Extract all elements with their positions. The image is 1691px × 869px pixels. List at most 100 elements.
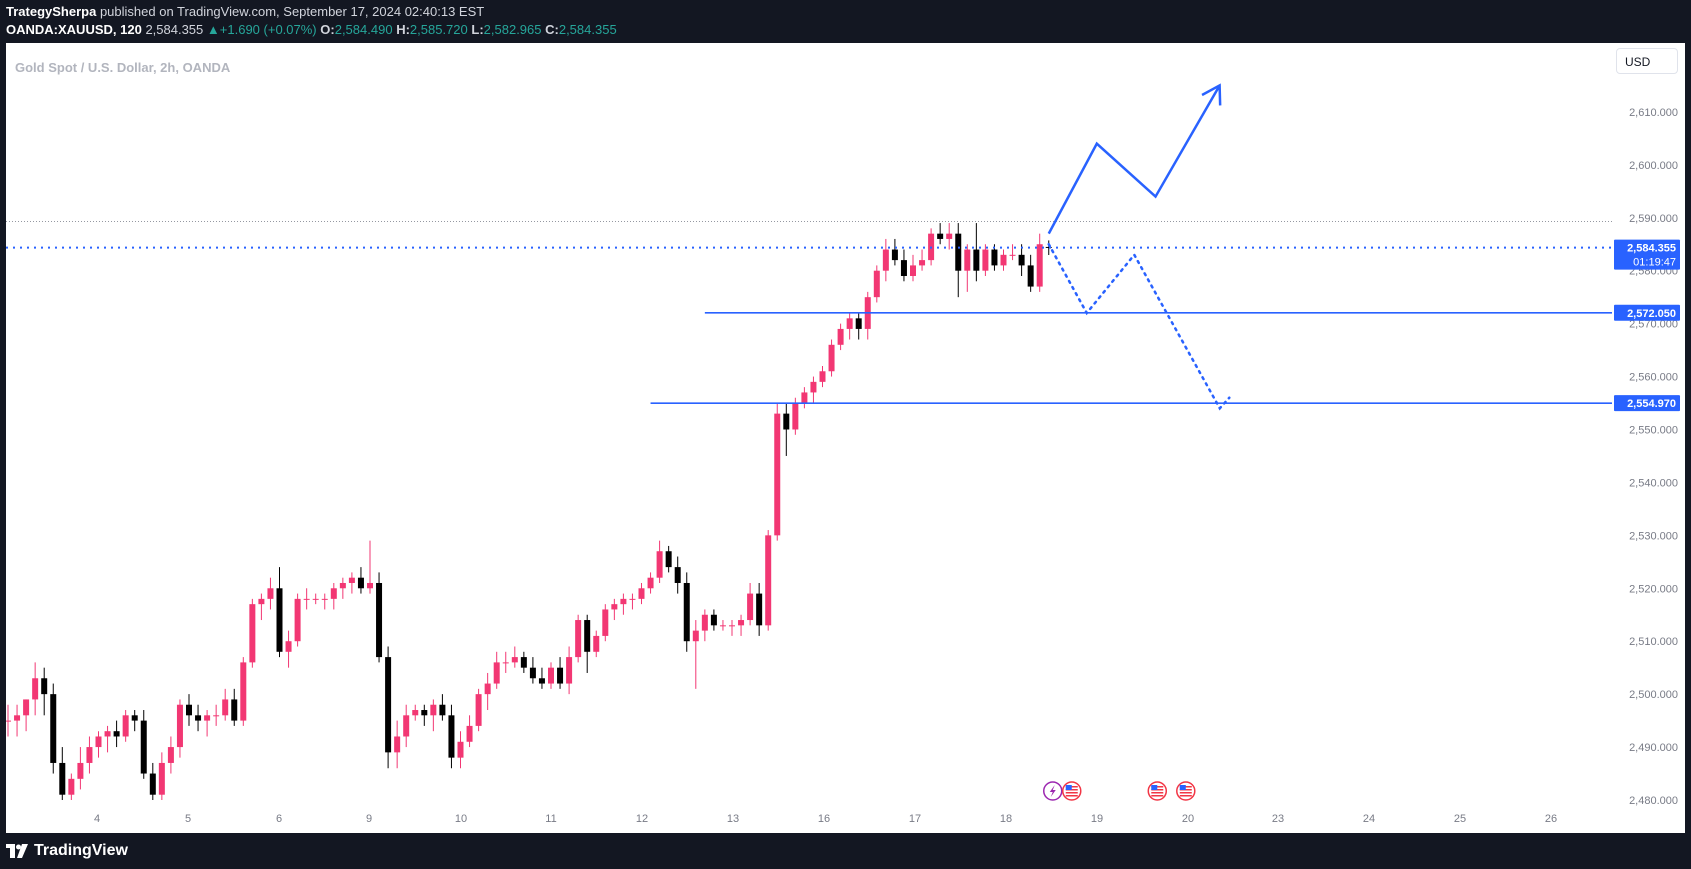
candle-body xyxy=(231,699,238,721)
close-value: 2,584.355 xyxy=(558,22,617,37)
high-label: H: xyxy=(396,22,410,37)
candle-body xyxy=(593,635,600,652)
y-tick-label: 2,480.000 xyxy=(1629,795,1678,807)
candle-body xyxy=(837,328,844,345)
x-tick-label: 25 xyxy=(1454,813,1466,825)
candle-body xyxy=(222,699,229,716)
tradingview-logo-icon xyxy=(6,844,28,858)
publish-header: TrategySherpa published on TradingView.c… xyxy=(0,0,1691,43)
candle-body xyxy=(104,731,111,737)
plot-area xyxy=(6,83,1612,800)
candle-body xyxy=(113,731,120,737)
candle-body xyxy=(50,694,57,763)
candle-body xyxy=(412,710,419,716)
candle-body xyxy=(729,625,735,627)
flag-canton xyxy=(1179,785,1186,790)
candle-body xyxy=(611,604,618,610)
brand[interactable]: TradingView xyxy=(6,842,128,860)
level-price-label-bg xyxy=(1614,304,1680,321)
candle-body xyxy=(584,620,591,652)
candle-body xyxy=(919,260,926,266)
candle-body xyxy=(946,233,953,239)
candle-body xyxy=(1045,246,1052,248)
bearish-projection-path xyxy=(1047,242,1231,411)
candle-body xyxy=(267,588,274,599)
currency-button[interactable]: USD xyxy=(1616,48,1678,74)
candle-body xyxy=(747,593,754,621)
candle-body xyxy=(59,762,66,795)
x-tick-label: 17 xyxy=(909,813,921,825)
flag-stripe xyxy=(1065,792,1078,794)
x-tick-label: 18 xyxy=(1000,813,1012,825)
candle-body xyxy=(937,233,944,239)
x-tick-label: 26 xyxy=(1545,813,1557,825)
candle-body xyxy=(158,762,165,795)
y-tick-label: 2,610.000 xyxy=(1629,107,1678,119)
candle-body xyxy=(529,667,536,679)
us-flag-event-icon xyxy=(1147,781,1168,801)
candle-body xyxy=(810,381,817,393)
brand-name: TradingView xyxy=(34,842,128,859)
x-tick-label: 9 xyxy=(366,813,372,825)
candle-body xyxy=(339,582,346,589)
flag-stripe xyxy=(1151,795,1164,797)
candle-body xyxy=(394,736,401,753)
author-name[interactable]: TrategySherpa xyxy=(6,4,97,19)
x-tick-label: 20 xyxy=(1182,813,1194,825)
candle-body xyxy=(891,249,898,261)
candle-body xyxy=(1018,254,1025,266)
candle-body xyxy=(23,699,30,716)
candle-body xyxy=(647,577,654,589)
published-text: published on TradingView.com, September … xyxy=(99,4,485,19)
low-value: 2,582.965 xyxy=(483,22,542,37)
candle-body xyxy=(186,704,192,716)
candle-body xyxy=(122,715,129,737)
candle-body xyxy=(710,614,717,626)
flag-stripe xyxy=(1179,792,1192,794)
candle-body xyxy=(348,577,355,583)
candle-body xyxy=(765,535,772,626)
candle-body xyxy=(385,657,392,753)
chart-panel[interactable] xyxy=(6,43,1685,833)
candle-body xyxy=(1000,254,1007,266)
candle-body xyxy=(131,715,138,721)
symbol-label: OANDA:XAUUSD, 120 xyxy=(6,22,142,37)
candle-body xyxy=(484,683,491,695)
candle-body xyxy=(665,551,672,568)
candle-body xyxy=(403,715,410,737)
candle-body xyxy=(430,704,437,716)
candle-body xyxy=(448,715,455,758)
candle-body xyxy=(801,392,808,404)
y-tick-label: 2,550.000 xyxy=(1629,424,1678,436)
candle-body xyxy=(140,720,147,774)
candle-body xyxy=(258,598,265,605)
us-flag-event-icon xyxy=(1176,781,1196,801)
x-tick-label: 11 xyxy=(545,813,556,825)
candle-body xyxy=(276,588,283,652)
candle-body xyxy=(1009,254,1016,256)
flag-stripe xyxy=(1151,792,1164,794)
y-tick-label: 2,560.000 xyxy=(1629,372,1678,384)
candle-body xyxy=(964,249,971,271)
candle-body xyxy=(68,778,75,795)
candle-body xyxy=(285,641,292,652)
y-tick-label: 2,510.000 xyxy=(1629,636,1678,648)
y-tick-label: 2,500.000 xyxy=(1629,689,1678,701)
current-price-label-countdown: 01:19:47 xyxy=(1633,257,1676,269)
candle-body xyxy=(376,582,383,658)
flag-canton xyxy=(1065,785,1072,790)
candle-body xyxy=(792,403,799,430)
candle-body xyxy=(303,598,310,600)
open-label: O: xyxy=(320,22,335,37)
candle-body xyxy=(95,736,102,748)
candle-body xyxy=(900,260,907,276)
candle-body xyxy=(819,371,826,382)
flag-stripe xyxy=(1179,795,1192,797)
pane-title: Gold Spot / U.S. Dollar, 2h, OANDA xyxy=(15,60,231,75)
candle-body xyxy=(973,249,980,271)
candle-body xyxy=(167,747,174,763)
candle-body xyxy=(195,715,202,721)
x-tick-label: 19 xyxy=(1091,813,1103,825)
flash-glyph xyxy=(1049,785,1056,797)
